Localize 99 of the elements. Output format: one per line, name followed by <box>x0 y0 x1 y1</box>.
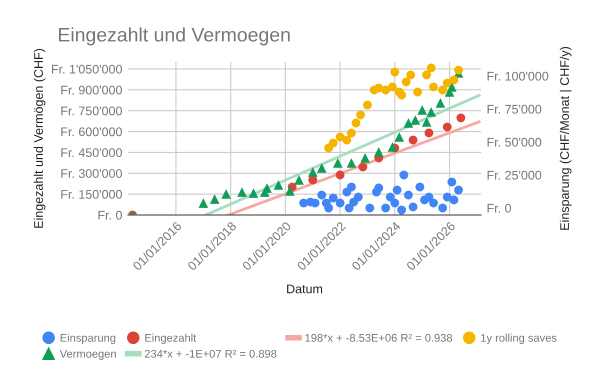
point <box>274 180 284 190</box>
point <box>390 68 400 76</box>
y-tick-label: Fr. 900'000 <box>61 86 122 94</box>
point <box>429 82 438 92</box>
point <box>386 192 395 202</box>
x-axis-title: Datum <box>287 284 322 294</box>
y-tick-label: Fr. 300'000 <box>61 169 122 178</box>
point <box>358 162 368 172</box>
point <box>436 98 446 108</box>
point <box>454 66 463 74</box>
legend-label: 234*x + -1E+07 R² = 0.898 <box>144 350 276 358</box>
y-tick-label: Fr. 750'000 <box>61 106 122 116</box>
legend-label: Vermoegen <box>60 350 116 360</box>
point <box>336 198 345 208</box>
point <box>317 190 326 200</box>
point <box>417 105 428 115</box>
point <box>354 192 363 202</box>
point <box>404 118 414 128</box>
point <box>397 90 406 100</box>
point <box>406 70 416 80</box>
point <box>394 132 404 142</box>
point <box>438 86 448 94</box>
point <box>346 158 356 168</box>
point <box>316 163 327 173</box>
point <box>450 196 458 204</box>
point <box>408 136 418 144</box>
point <box>374 147 384 157</box>
point <box>344 204 354 212</box>
point <box>426 107 436 117</box>
point <box>429 198 438 208</box>
y2-tick-label: Fr. 75'000 <box>488 104 542 114</box>
point <box>392 186 402 194</box>
point <box>336 132 345 142</box>
point <box>374 184 384 192</box>
y-tick-label: Fr. 600'000 <box>61 127 122 136</box>
point <box>365 204 374 212</box>
point <box>424 192 434 202</box>
y2-tick-label: Fr. 50'000 <box>488 138 542 147</box>
point <box>221 189 231 199</box>
point <box>388 82 397 92</box>
point <box>248 188 258 198</box>
y-tick-label: Fr. 150'000 <box>61 190 122 199</box>
point <box>360 153 370 163</box>
point <box>442 192 452 202</box>
point <box>442 78 452 88</box>
chart-title: Eingezahlt und Vermoegen <box>58 27 290 46</box>
y2-tick-label: Fr. 25'000 <box>488 170 542 180</box>
point <box>415 182 424 192</box>
point <box>413 88 422 96</box>
legend-label: Eingezahlt <box>145 334 196 344</box>
point <box>328 138 338 148</box>
point <box>397 206 406 214</box>
point <box>399 170 408 180</box>
point <box>347 182 356 192</box>
point <box>456 114 466 122</box>
y2-tick-label: Fr. 0 <box>488 204 512 213</box>
point <box>262 183 272 193</box>
point <box>381 204 390 212</box>
point <box>374 84 384 92</box>
point <box>210 194 220 204</box>
point <box>390 198 400 208</box>
point <box>285 186 295 196</box>
legend-label: 1y rolling saves <box>481 334 557 344</box>
point <box>402 78 411 86</box>
y-tick-label: Fr. 450'000 <box>61 148 122 158</box>
point <box>424 128 434 138</box>
point <box>198 198 208 208</box>
legend-label: 198*x + -8.53E+06 R² = 0.938 <box>305 334 452 342</box>
point <box>381 86 390 94</box>
point <box>237 187 247 197</box>
point <box>352 118 360 128</box>
point <box>442 122 452 132</box>
point <box>426 64 436 72</box>
point <box>422 70 432 80</box>
point <box>408 202 418 212</box>
point <box>410 115 420 125</box>
y-axis-title: Eingezahlt und Vermögen (CHF) <box>34 48 46 228</box>
point <box>342 136 352 144</box>
y2-axis-title: Einsparung (CHF/Monat | CHF/y) <box>560 47 572 230</box>
y-tick-label: Fr. 0 <box>98 210 122 220</box>
point <box>438 204 448 212</box>
y2-tick-label: Fr. 100'000 <box>488 72 548 81</box>
point <box>388 142 398 152</box>
point <box>294 175 304 185</box>
point <box>347 128 356 138</box>
point <box>450 76 458 84</box>
point <box>336 170 345 180</box>
point <box>447 178 456 186</box>
point <box>324 204 334 212</box>
point <box>328 194 338 202</box>
point <box>332 158 343 168</box>
point <box>422 117 432 127</box>
legend-label: Einsparung <box>60 334 116 344</box>
point <box>308 167 318 177</box>
point <box>454 186 463 194</box>
point <box>363 100 372 110</box>
point <box>404 190 413 200</box>
y-tick-label: Fr. 1'050'000 <box>52 64 122 74</box>
point <box>356 110 365 120</box>
